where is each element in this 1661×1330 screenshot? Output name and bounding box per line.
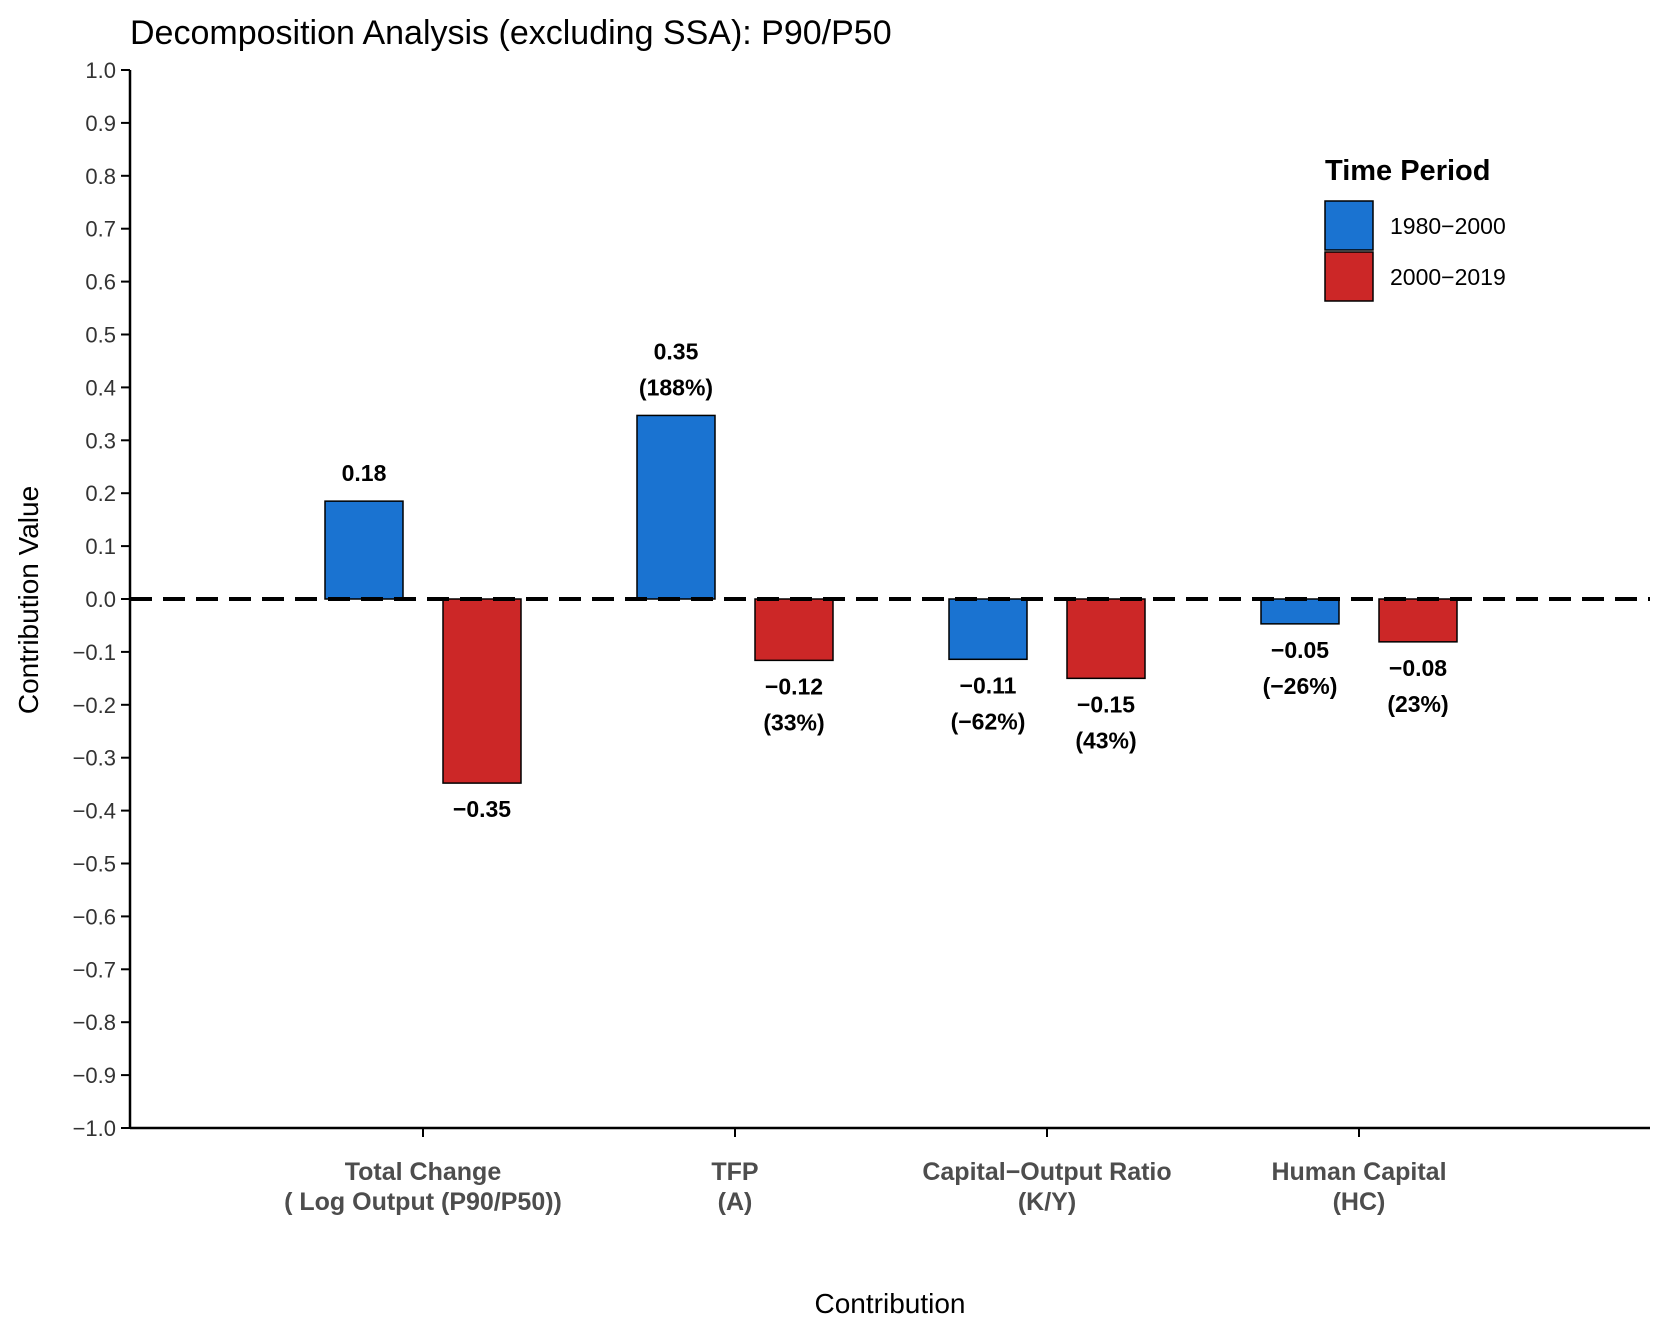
bar-data-label: −0.11 [960, 672, 1017, 698]
bar-data-label: (33%) [763, 709, 824, 735]
bar-data-label: −0.35 [453, 796, 511, 822]
bar [1378, 598, 1458, 643]
legend: Time Period 1980−2000 2000−2019 [1324, 155, 1506, 302]
bar [754, 598, 834, 662]
bar [1260, 598, 1340, 625]
bar [636, 414, 716, 600]
y-tick-label: −0.5 [73, 852, 116, 877]
y-tick-label: 0.4 [85, 375, 116, 400]
y-tick-label: −0.7 [73, 957, 116, 982]
y-tick-label: 0.0 [85, 587, 116, 612]
x-axis-title: Contribution [815, 1288, 966, 1319]
plot-area: 1.0 0.9 0.8 0.7 0.6 0.5 0.4 0.3 0.2 0.1 0.0 −0.1 −0.… [73, 58, 1650, 1216]
x-tick-label: Human Capital [1271, 1158, 1446, 1186]
y-tick-label: −0.4 [73, 799, 116, 824]
y-tick-label: −0.8 [73, 1010, 116, 1035]
bar-data-label: (43%) [1075, 727, 1136, 753]
bar-data-label: −0.08 [1389, 655, 1447, 681]
y-tick-label: 0.3 [85, 428, 116, 453]
y-tick-label: −0.6 [73, 904, 116, 929]
y-tick-label: 0.2 [85, 481, 116, 506]
legend-title: Time Period [1325, 155, 1490, 187]
bar-data-label: 0.18 [342, 460, 387, 486]
y-axis-title: Contribution Value [13, 486, 44, 714]
y-tick-label: 0.5 [85, 323, 116, 348]
legend-label: 1980−2000 [1390, 213, 1506, 239]
y-tick-label: 0.7 [85, 217, 116, 242]
x-tick-label: TFP [711, 1158, 758, 1186]
bar [948, 598, 1028, 661]
y-tick-label: −1.0 [73, 1116, 116, 1141]
x-tick-label: Total Change [345, 1158, 502, 1186]
bar-data-label: −0.05 [1271, 637, 1329, 663]
y-tick-label: −0.3 [73, 746, 116, 771]
bar-data-label: (−62%) [951, 708, 1026, 734]
x-tick-label: (A) [718, 1188, 753, 1216]
legend-swatch [1324, 251, 1374, 302]
y-tick-label: −0.9 [73, 1063, 116, 1088]
bar [1066, 598, 1146, 680]
bar [442, 598, 522, 784]
x-tick-label: (HC) [1333, 1188, 1386, 1216]
x-tick-label: Capital−Output Ratio [922, 1158, 1171, 1186]
legend-swatch [1324, 200, 1374, 251]
y-tick-label: 0.9 [85, 111, 116, 136]
bar-data-label: −0.12 [765, 673, 823, 699]
y-tick-label: −0.1 [73, 640, 116, 665]
bar [324, 500, 404, 600]
x-tick-label: ( Log Output (P90/P50)) [284, 1188, 562, 1216]
bar-data-label: (−26%) [1263, 673, 1338, 699]
bar-data-label: (188%) [639, 374, 713, 400]
legend-label: 2000−2019 [1390, 264, 1506, 290]
y-tick-label: 0.8 [85, 164, 116, 189]
bar-data-label: (23%) [1387, 691, 1448, 717]
chart-title: Decomposition Analysis (excluding SSA): … [130, 14, 892, 52]
bar-data-label: 0.35 [654, 338, 699, 364]
x-tick-label: (K/Y) [1018, 1188, 1076, 1216]
y-tick-label: 0.1 [85, 534, 116, 559]
y-tick-label: 1.0 [85, 58, 116, 83]
y-tick-label: −0.2 [73, 693, 116, 718]
y-tick-label: 0.6 [85, 270, 116, 295]
bar-data-label: −0.15 [1077, 691, 1135, 717]
